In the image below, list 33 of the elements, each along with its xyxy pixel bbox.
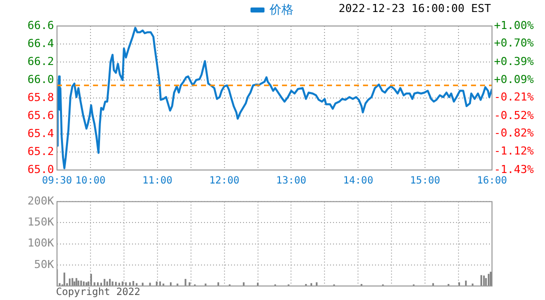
x-tick-label: 12:00 — [209, 176, 240, 187]
y-tick-label: 65.0 — [28, 162, 54, 176]
y2-tick-label: -0.21% — [494, 90, 534, 104]
y2-tick-label: +0.39% — [494, 55, 534, 68]
y-tick-label: 66.6 — [28, 18, 54, 32]
x-tick-label: 13:00 — [276, 176, 306, 187]
x-tick-label: 16:00 — [476, 176, 508, 187]
x-tick-label: 10:00 — [75, 176, 106, 187]
y-tick-label: 66.0 — [28, 72, 54, 86]
y-tick-label: 50K — [34, 258, 54, 271]
chart-subtitle: 2022-12-23 16:00:00 EST — [338, 2, 491, 15]
y-tick-label: 100K — [28, 236, 54, 250]
x-tick-label: 15:00 — [410, 176, 440, 187]
y2-tick-label: -0.82% — [494, 126, 534, 140]
legend-label: 价格 — [268, 2, 294, 16]
y2-tick-label: +1.00% — [494, 18, 534, 32]
y-tick-label: 150K — [28, 216, 54, 229]
y-tick-label: 200K — [28, 194, 54, 208]
y2-tick-label: -0.52% — [494, 108, 534, 122]
y2-tick-label: -1.43% — [494, 162, 534, 176]
y2-tick-label: +0.70% — [494, 36, 534, 50]
x-tick-label: 09:30 — [42, 176, 72, 187]
y2-tick-label: -1.12% — [494, 144, 534, 158]
y-tick-label: 65.6 — [28, 108, 54, 122]
y-tick-label: 66.4 — [28, 36, 54, 50]
x-tick-label: 11:00 — [142, 176, 172, 187]
y-tick-label: 65.2 — [28, 144, 54, 158]
y-tick-label: 65.4 — [28, 126, 54, 140]
text: Copyright 2022 — [56, 287, 140, 298]
x-tick-label: 14:00 — [343, 176, 374, 187]
y-tick-label: 65.8 — [28, 90, 54, 104]
y-tick-label: 66.2 — [28, 54, 54, 68]
y2-tick-label: +0.09% — [494, 72, 534, 86]
